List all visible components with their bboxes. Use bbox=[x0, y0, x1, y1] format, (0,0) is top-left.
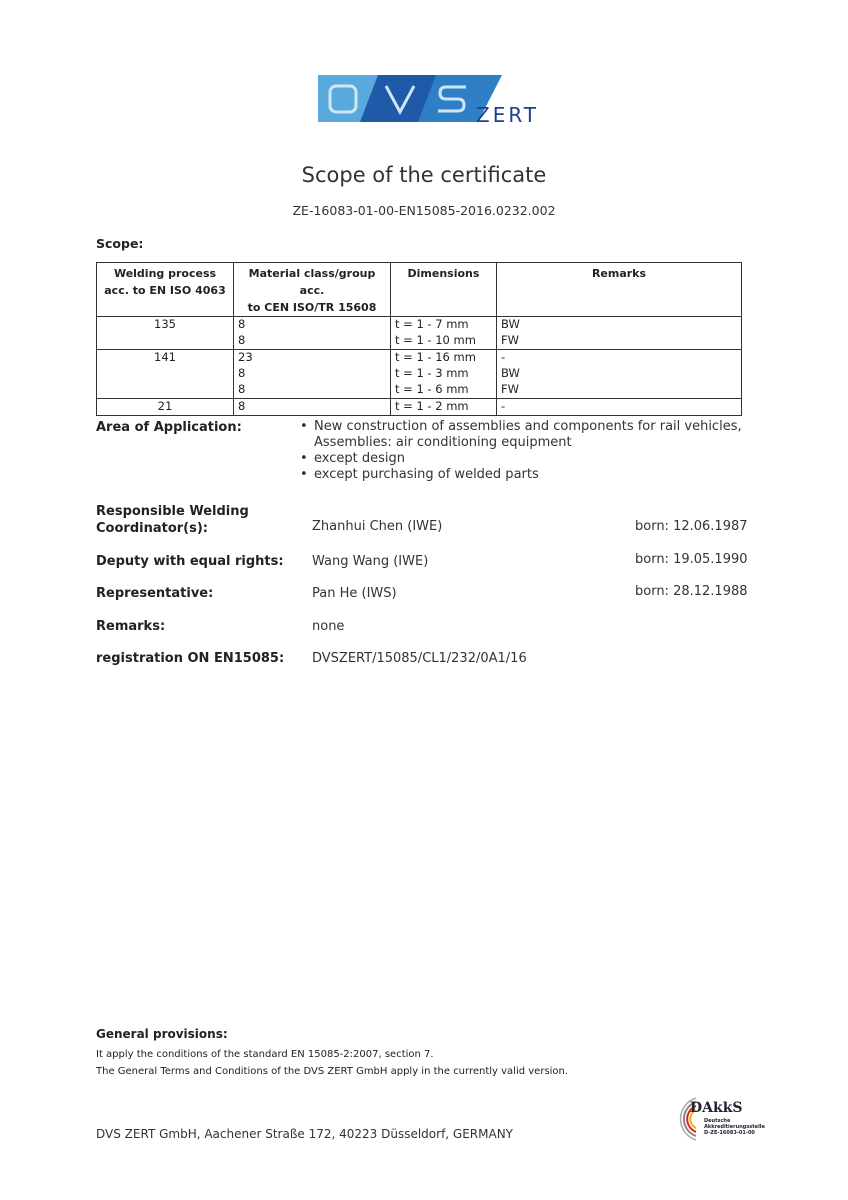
cell-material: 8 bbox=[233, 382, 391, 399]
cell-dimensions: t = 1 - 3 mm bbox=[390, 366, 497, 382]
dvs-zert-logo: ZERT bbox=[318, 75, 539, 126]
coordinator-name: Zhanhui Chen (IWE) bbox=[312, 519, 443, 534]
dakks-name: DAkkS bbox=[690, 1100, 743, 1116]
cell-process: 135 bbox=[96, 316, 234, 333]
cell-dimensions: t = 1 - 7 mm bbox=[390, 316, 497, 333]
cell-dimensions: t = 1 - 16 mm bbox=[390, 349, 497, 366]
cell-remarks: BW bbox=[496, 366, 742, 382]
table-row: 21 8 t = 1 - 2 mm - bbox=[96, 398, 742, 416]
header-dimensions: Dimensions bbox=[390, 262, 497, 317]
cell-dimensions: t = 1 - 2 mm bbox=[390, 398, 497, 416]
cell-material: 8 bbox=[233, 316, 391, 333]
general-line: The General Terms and Conditions of the … bbox=[96, 1066, 569, 1077]
registration-value: DVSZERT/15085/CL1/232/0A1/16 bbox=[312, 651, 527, 666]
page-title: Scope of the certificate bbox=[301, 163, 547, 187]
dakks-logo: DAkkS Deutsche Akkreditierungsstelle D-ZE-… bbox=[668, 1096, 788, 1142]
general-line: It apply the conditions of the standard … bbox=[96, 1049, 434, 1060]
coordinator-born: born: 12.06.1987 bbox=[635, 519, 748, 534]
area-item: New construction of assemblies and compo… bbox=[300, 419, 750, 451]
remarks-label: Remarks: bbox=[96, 619, 166, 634]
general-title: General provisions: bbox=[96, 1027, 228, 1041]
header-material: Material class/group acc. to CEN ISO/TR 1… bbox=[233, 262, 391, 317]
cell-material: 8 bbox=[233, 333, 391, 350]
cell-dimensions: t = 1 - 10 mm bbox=[390, 333, 497, 350]
table-header: Welding process acc. to EN ISO 4063 Mater… bbox=[96, 262, 742, 317]
cell-process: 21 bbox=[96, 398, 234, 416]
area-item: except purchasing of welded parts bbox=[300, 467, 750, 483]
coordinator-label: Responsible Welding Coordinator(s): bbox=[96, 504, 249, 536]
table-row: 135 8 t = 1 - 7 mm BW bbox=[96, 316, 742, 333]
scope-label: Scope: bbox=[96, 236, 144, 251]
cell-remarks: - bbox=[496, 398, 742, 416]
area-list: New construction of assemblies and compo… bbox=[300, 419, 750, 483]
cell-remarks: FW bbox=[496, 382, 742, 399]
area-label: Area of Application: bbox=[96, 420, 242, 435]
footer-address: DVS ZERT GmbH, Aachener Straße 172, 4022… bbox=[96, 1127, 514, 1141]
cell-material: 8 bbox=[233, 398, 391, 416]
representative-name: Pan He (IWS) bbox=[312, 586, 397, 601]
table-row: 141 23 t = 1 - 16 mm - bbox=[96, 349, 742, 366]
cell-process: 141 bbox=[96, 349, 234, 366]
cell-remarks: - bbox=[496, 349, 742, 366]
representative-label: Representative: bbox=[96, 586, 214, 601]
scope-table: Welding process acc. to EN ISO 4063 Mater… bbox=[96, 262, 742, 416]
cell-process bbox=[96, 333, 234, 350]
cell-material: 8 bbox=[233, 366, 391, 382]
cell-remarks: FW bbox=[496, 333, 742, 350]
dakks-caption: Deutsche Akkreditierungsstelle D-ZE-16083-… bbox=[704, 1118, 765, 1136]
cell-material: 23 bbox=[233, 349, 391, 366]
svg-text:ZERT: ZERT bbox=[476, 103, 539, 126]
registration-label: registration ON EN15085: bbox=[96, 651, 285, 666]
cell-dimensions: t = 1 - 6 mm bbox=[390, 382, 497, 399]
remarks-value: none bbox=[312, 619, 345, 634]
deputy-label: Deputy with equal rights: bbox=[96, 554, 284, 569]
cell-process bbox=[96, 366, 234, 382]
certificate-number: ZE-16083-01-00-EN15085-2016.0232.002 bbox=[292, 203, 556, 218]
header-remarks: Remarks bbox=[496, 262, 742, 317]
deputy-born: born: 19.05.1990 bbox=[635, 552, 748, 567]
header-process: Welding process acc. to EN ISO 4063 bbox=[96, 262, 234, 317]
cell-remarks: BW bbox=[496, 316, 742, 333]
cell-process bbox=[96, 382, 234, 399]
representative-born: born: 28.12.1988 bbox=[635, 584, 748, 599]
area-item: except design bbox=[300, 451, 750, 467]
deputy-name: Wang Wang (IWE) bbox=[312, 554, 429, 569]
dakks-arcs-icon bbox=[679, 1097, 697, 1141]
